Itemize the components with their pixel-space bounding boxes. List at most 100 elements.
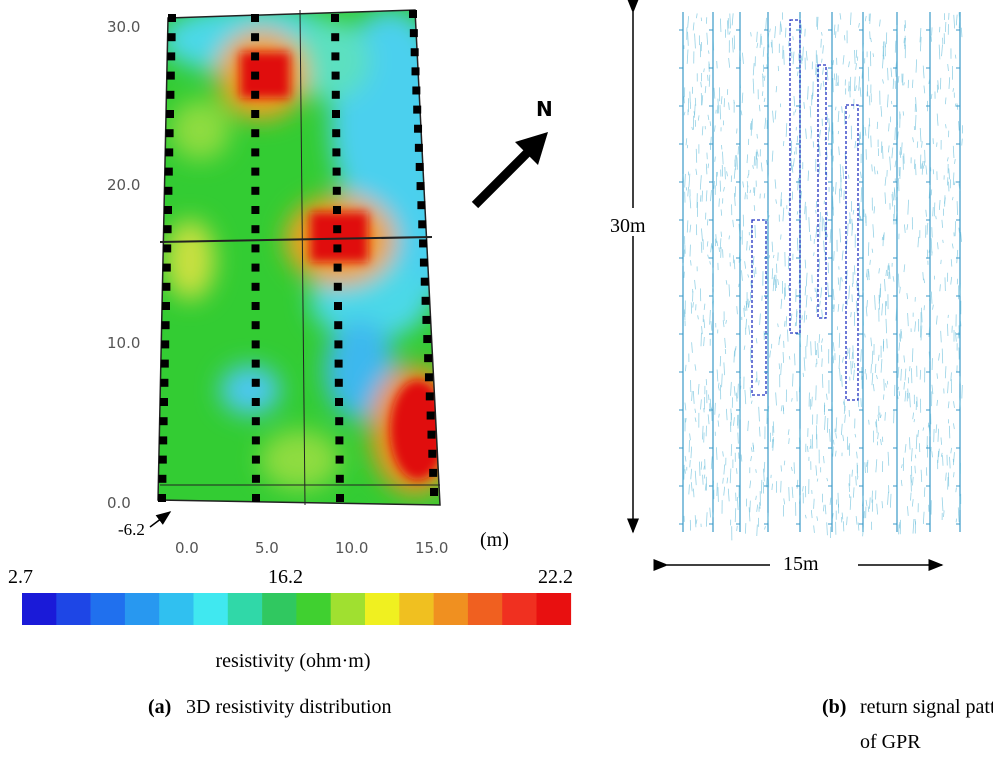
signal bbox=[838, 277, 839, 284]
signal bbox=[830, 498, 831, 505]
signal bbox=[872, 373, 873, 385]
signal bbox=[934, 203, 935, 217]
signal bbox=[939, 200, 940, 210]
electrode bbox=[166, 91, 174, 99]
signal bbox=[744, 308, 745, 317]
signal bbox=[765, 118, 766, 129]
signal bbox=[734, 386, 735, 395]
signal bbox=[786, 316, 787, 326]
signal bbox=[725, 338, 726, 348]
signal bbox=[811, 341, 812, 355]
signal bbox=[789, 356, 790, 360]
signal bbox=[954, 472, 955, 477]
signal bbox=[695, 34, 696, 49]
signal bbox=[868, 67, 869, 81]
signal bbox=[888, 492, 889, 505]
signal bbox=[839, 355, 840, 369]
signal bbox=[708, 50, 709, 53]
signal bbox=[885, 412, 886, 421]
electrode bbox=[336, 456, 344, 464]
signal bbox=[881, 359, 882, 373]
signal bbox=[905, 20, 906, 28]
signal bbox=[705, 86, 706, 93]
electrode bbox=[163, 244, 171, 252]
signal bbox=[956, 488, 957, 493]
signal bbox=[895, 67, 896, 76]
signal bbox=[786, 123, 787, 137]
signal bbox=[837, 82, 838, 86]
signal bbox=[696, 13, 697, 18]
signal bbox=[909, 437, 910, 449]
signal bbox=[717, 172, 718, 177]
signal bbox=[695, 418, 696, 422]
signal bbox=[792, 165, 793, 173]
signal bbox=[869, 420, 870, 425]
signal bbox=[916, 59, 917, 72]
signal bbox=[850, 12, 851, 24]
signal bbox=[895, 161, 896, 168]
electrode bbox=[412, 67, 420, 75]
signal bbox=[806, 129, 807, 139]
signal bbox=[932, 451, 933, 457]
signal bbox=[908, 313, 909, 326]
signal bbox=[806, 51, 807, 61]
signal bbox=[772, 242, 773, 252]
signal bbox=[876, 419, 877, 433]
signal bbox=[747, 241, 748, 250]
signal bbox=[723, 320, 724, 327]
signal bbox=[824, 218, 825, 231]
signal bbox=[688, 16, 689, 28]
signal bbox=[731, 444, 732, 456]
electrode bbox=[331, 52, 339, 60]
signal bbox=[737, 497, 738, 510]
signal bbox=[927, 223, 928, 235]
signal bbox=[733, 220, 734, 227]
electrode bbox=[160, 417, 168, 425]
signal bbox=[685, 456, 686, 462]
signal bbox=[760, 34, 761, 48]
signal bbox=[835, 182, 836, 194]
signal bbox=[735, 348, 736, 356]
caption: return signal pattern bbox=[860, 696, 993, 718]
signal bbox=[857, 476, 858, 479]
figure: 30.0 20.0 10.0 0.0 -6.2 0.0 5.0 10.0 15.… bbox=[0, 0, 993, 758]
electrode bbox=[334, 264, 342, 272]
electrode bbox=[251, 52, 259, 60]
signal bbox=[816, 210, 817, 214]
signal bbox=[685, 174, 686, 188]
signal bbox=[691, 482, 692, 491]
signal bbox=[793, 158, 794, 166]
signal bbox=[912, 477, 913, 486]
signal bbox=[856, 476, 857, 485]
electrode bbox=[252, 302, 260, 310]
signal bbox=[945, 366, 946, 378]
electrode bbox=[252, 475, 260, 483]
signal bbox=[959, 121, 960, 131]
electrode bbox=[426, 392, 434, 400]
electrode bbox=[411, 48, 419, 56]
signal bbox=[801, 56, 802, 64]
signal bbox=[819, 130, 820, 138]
signal bbox=[873, 53, 874, 57]
signal bbox=[740, 377, 741, 380]
signal bbox=[695, 409, 696, 413]
signal bbox=[822, 310, 823, 319]
signal bbox=[693, 22, 694, 30]
electrode bbox=[335, 417, 343, 425]
signal bbox=[772, 484, 773, 490]
signal bbox=[949, 168, 950, 179]
signal bbox=[838, 111, 839, 122]
height-label: 30m bbox=[610, 215, 646, 237]
signal bbox=[808, 86, 809, 99]
electrode bbox=[251, 129, 259, 137]
signal bbox=[926, 165, 927, 174]
electrode bbox=[164, 206, 172, 214]
signal bbox=[953, 88, 954, 92]
signal bbox=[836, 73, 837, 86]
signal bbox=[950, 457, 951, 469]
signal bbox=[931, 94, 932, 99]
electrode bbox=[166, 110, 174, 118]
signal bbox=[729, 58, 730, 68]
signal bbox=[833, 289, 834, 300]
signal bbox=[821, 32, 822, 35]
